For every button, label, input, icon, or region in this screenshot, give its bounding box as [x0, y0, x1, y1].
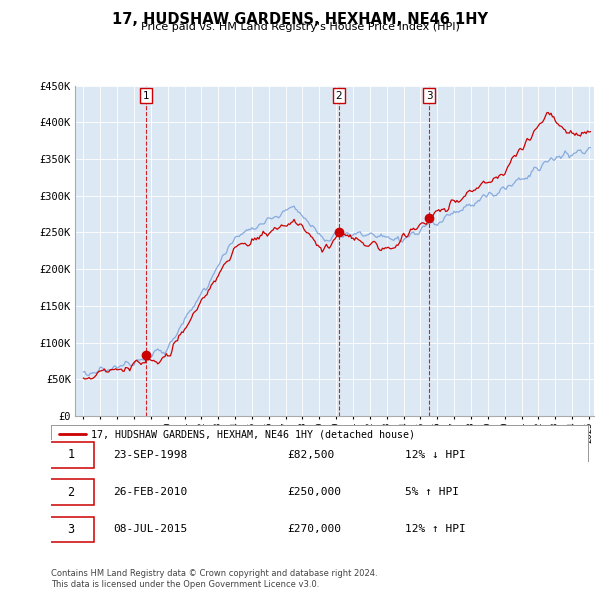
Text: 1: 1	[143, 91, 149, 101]
Text: 1: 1	[67, 448, 74, 461]
Text: 5% ↑ HPI: 5% ↑ HPI	[406, 487, 460, 497]
Text: £270,000: £270,000	[287, 525, 341, 534]
Text: 3: 3	[426, 91, 433, 101]
Text: £250,000: £250,000	[287, 487, 341, 497]
Text: 08-JUL-2015: 08-JUL-2015	[113, 525, 187, 534]
Text: 23-SEP-1998: 23-SEP-1998	[113, 450, 187, 460]
FancyBboxPatch shape	[49, 480, 94, 505]
Text: HPI: Average price, detached house, Northumberland: HPI: Average price, detached house, Nort…	[91, 448, 391, 458]
Text: 12% ↓ HPI: 12% ↓ HPI	[406, 450, 466, 460]
Text: Price paid vs. HM Land Registry's House Price Index (HPI): Price paid vs. HM Land Registry's House …	[140, 22, 460, 32]
FancyBboxPatch shape	[49, 442, 94, 468]
Text: Contains HM Land Registry data © Crown copyright and database right 2024.
This d: Contains HM Land Registry data © Crown c…	[51, 569, 377, 589]
Text: 26-FEB-2010: 26-FEB-2010	[113, 487, 187, 497]
Text: 3: 3	[67, 523, 74, 536]
Text: 2: 2	[335, 91, 342, 101]
Text: 17, HUDSHAW GARDENS, HEXHAM, NE46 1HY: 17, HUDSHAW GARDENS, HEXHAM, NE46 1HY	[112, 12, 488, 27]
Text: 2: 2	[67, 486, 74, 499]
Text: 12% ↑ HPI: 12% ↑ HPI	[406, 525, 466, 534]
FancyBboxPatch shape	[49, 517, 94, 542]
Text: 17, HUDSHAW GARDENS, HEXHAM, NE46 1HY (detached house): 17, HUDSHAW GARDENS, HEXHAM, NE46 1HY (d…	[91, 430, 415, 440]
Text: £82,500: £82,500	[287, 450, 335, 460]
